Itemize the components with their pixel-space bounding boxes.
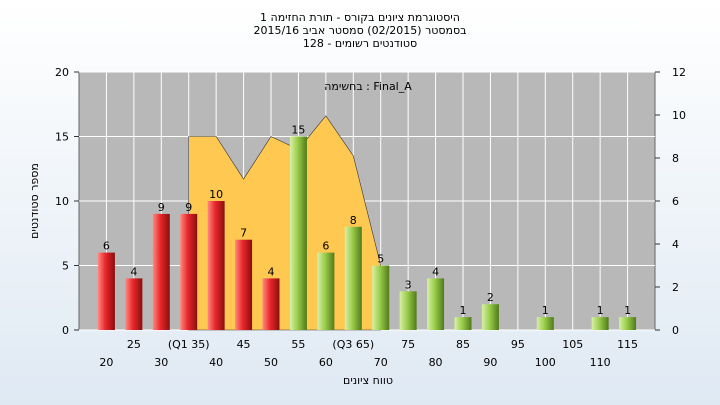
x-tick-label: 105 xyxy=(562,338,583,351)
legend-label: בחשימה : Final_A xyxy=(324,80,412,93)
bar xyxy=(619,317,637,330)
bar xyxy=(180,213,198,330)
bar xyxy=(289,136,307,330)
x-tick-label: 45 xyxy=(237,338,251,351)
y2-axis-ticks: 0 2 4 6 8 10 12 xyxy=(655,66,686,337)
bar-value-label: 9 xyxy=(158,201,165,214)
x-tick-label: 85 xyxy=(456,338,470,351)
bar-value-label: 1 xyxy=(542,304,549,317)
x-tick-label: 100 xyxy=(535,356,556,369)
bar xyxy=(372,265,390,330)
y-axis-label: מספר סטודנטים xyxy=(28,163,41,239)
title-line-3: סטודנטים רשומים - 128 xyxy=(303,37,417,50)
x-axis-ticks: 25 (Q1 35) 45 55 (Q3 65) 75 85 95 105 115 20 30 40 50… xyxy=(99,338,638,369)
bar-value-label: 4 xyxy=(130,265,137,278)
y-axis-ticks: 0 5 10 15 20 xyxy=(55,66,79,337)
x-tick-label: 70 xyxy=(374,356,388,369)
y2-tick-label: 4 xyxy=(672,238,679,251)
bar-value-label: 9 xyxy=(185,201,192,214)
bar xyxy=(591,317,609,330)
x-tick-label: 80 xyxy=(429,356,443,369)
bar xyxy=(427,278,445,330)
bar-value-label: 3 xyxy=(405,278,412,291)
bar xyxy=(125,278,143,330)
bar-value-label: 4 xyxy=(268,265,275,278)
y-tick-label: 15 xyxy=(55,131,69,144)
x-tick-label: 75 xyxy=(401,338,415,351)
bar xyxy=(317,252,335,330)
bar xyxy=(207,201,225,330)
bar-value-label: 1 xyxy=(597,304,604,317)
bar-value-label: 1 xyxy=(624,304,631,317)
y2-tick-label: 6 xyxy=(672,195,679,208)
y2-tick-label: 12 xyxy=(672,66,686,79)
x-tick-label: 25 xyxy=(127,338,141,351)
bar-value-label: 10 xyxy=(209,188,223,201)
title-line-2: בסמסטר (02/2015) סמסטר אביב 2015/16 xyxy=(253,24,466,37)
y-tick-label: 10 xyxy=(55,195,69,208)
bar-value-label: 5 xyxy=(377,253,384,266)
bar xyxy=(399,291,417,330)
bar xyxy=(454,317,472,330)
x-axis-label: טווח ציונים xyxy=(343,374,393,387)
x-tick-label: 50 xyxy=(264,356,278,369)
bar xyxy=(97,252,115,330)
y2-tick-label: 0 xyxy=(672,324,679,337)
bar xyxy=(344,226,362,330)
y2-tick-label: 8 xyxy=(672,152,679,165)
bar-value-label: 6 xyxy=(103,240,110,253)
bar-value-label: 4 xyxy=(432,265,439,278)
x-tick-label: 60 xyxy=(319,356,333,369)
x-tick-label: (Q3 65) xyxy=(332,338,374,351)
bar xyxy=(262,278,280,330)
bar-value-label: 15 xyxy=(291,124,305,137)
bar-value-label: 1 xyxy=(460,304,467,317)
x-tick-label: (Q1 35) xyxy=(168,338,210,351)
x-tick-label: 20 xyxy=(99,356,113,369)
x-tick-label: 95 xyxy=(511,338,525,351)
x-tick-label: 90 xyxy=(483,356,497,369)
y2-tick-label: 2 xyxy=(672,281,679,294)
x-tick-label: 115 xyxy=(617,338,638,351)
bar-value-label: 6 xyxy=(322,240,329,253)
title-line-1: היסטוגרמת ציונים בקורס - תורת החזימה 1 xyxy=(260,11,460,24)
y-tick-label: 20 xyxy=(55,66,69,79)
y-tick-label: 5 xyxy=(62,260,69,273)
bar-labels: 6 4 9 9 10 7 4 15 6 8 5 3 4 1 2 1 1 1 xyxy=(103,124,631,318)
bar-value-label: 2 xyxy=(487,291,494,304)
bar xyxy=(152,213,170,330)
chart-title: היסטוגרמת ציונים בקורס - תורת החזימה 1 ב… xyxy=(253,11,466,50)
bar-value-label: 7 xyxy=(240,227,247,240)
bars xyxy=(97,136,637,330)
x-tick-label: 30 xyxy=(154,356,168,369)
y2-tick-label: 10 xyxy=(672,109,686,122)
bar xyxy=(536,317,554,330)
x-tick-label: 110 xyxy=(590,356,611,369)
bar xyxy=(481,304,499,330)
bar xyxy=(235,239,253,330)
x-tick-label: 55 xyxy=(291,338,305,351)
bar-value-label: 8 xyxy=(350,214,357,227)
y-tick-label: 0 xyxy=(62,324,69,337)
x-tick-label: 40 xyxy=(209,356,223,369)
